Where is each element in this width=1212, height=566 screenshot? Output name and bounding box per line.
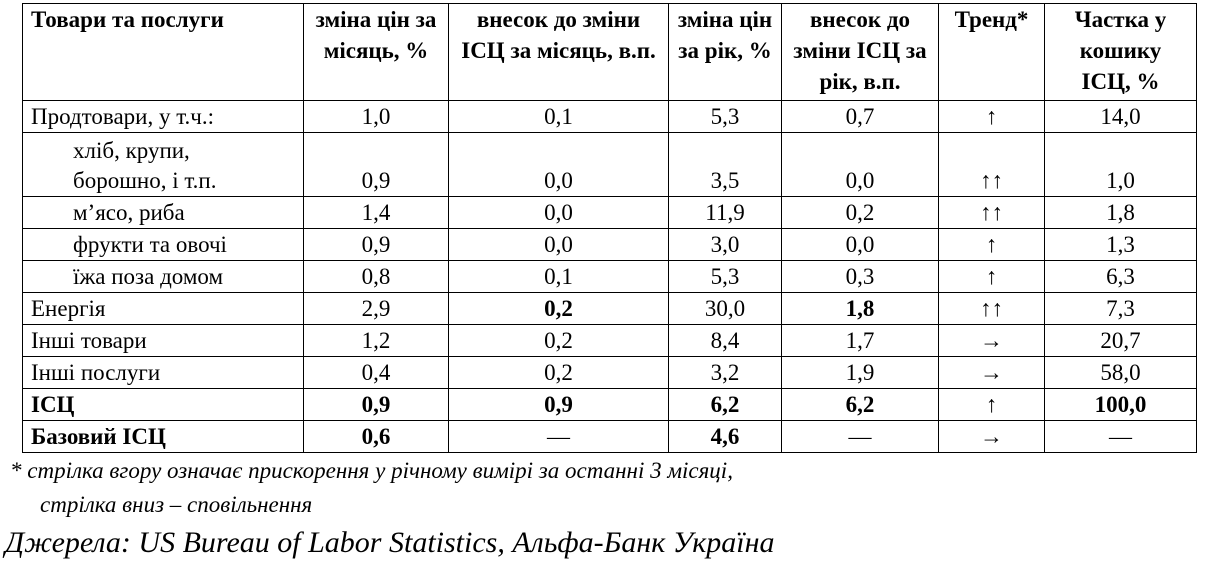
table-cell: 1,0 — [303, 100, 449, 133]
table-cell: 58,0 — [1044, 356, 1197, 389]
table-cell: Інші товари — [22, 324, 304, 357]
header-cell: зміна цін за рік, % — [668, 3, 782, 101]
table-cell: Енергія — [22, 292, 304, 325]
table-cell: ↑↑ — [938, 132, 1045, 197]
table-cell: 0,9 — [303, 388, 449, 421]
table-cell: ↑ — [938, 260, 1045, 293]
table-cell: ІСЦ — [22, 388, 304, 421]
table-cell: 1,9 — [781, 356, 939, 389]
table-cell: 11,9 — [668, 196, 782, 229]
table-cell: 1,0 — [1044, 132, 1197, 197]
table-cell: 0,2 — [448, 324, 669, 357]
table-cell: Інші послуги — [22, 356, 304, 389]
table-cell: 0,6 — [303, 420, 449, 453]
table-cell: 0,0 — [781, 228, 939, 261]
table-cell: Базовий ІСЦ — [22, 420, 304, 453]
table-cell: — — [448, 420, 669, 453]
table-cell: 0,2 — [781, 196, 939, 229]
table-cell: 0,2 — [448, 292, 669, 325]
table-body: Продтовари, у т.ч.: 1,0 0,1 5,3 0,7 ↑ 14,0 хліб… — [22, 100, 1197, 453]
table-cell: 0,9 — [303, 132, 449, 197]
header-cell: зміна цін за місяць, % — [303, 3, 449, 101]
table-cell: 8,4 — [668, 324, 782, 357]
table-cell: ↑↑ — [938, 196, 1045, 229]
table-row: їжа поза домом 0,8 0,1 5,3 0,3 ↑ 6,3 — [22, 260, 1197, 293]
table-cell: 14,0 — [1044, 100, 1197, 133]
table-cell: ↑↑ — [938, 292, 1045, 325]
table-cell: 0,1 — [448, 100, 669, 133]
table-cell: 0,3 — [781, 260, 939, 293]
table-cell: 0,7 — [781, 100, 939, 133]
table-cell: → — [938, 420, 1045, 453]
table-cell: ↑ — [938, 388, 1045, 421]
table-cell: ↑ — [938, 100, 1045, 133]
table-cell: 0,9 — [303, 228, 449, 261]
table-cell: 6,3 — [1044, 260, 1197, 293]
table-row: Інші послуги 0,4 0,2 3,2 1,9 → 58,0 — [22, 356, 1197, 389]
table-cell: 0,1 — [448, 260, 669, 293]
table-row: Продтовари, у т.ч.: 1,0 0,1 5,3 0,7 ↑ 14,0 — [22, 100, 1197, 133]
table-cell: 1,8 — [1044, 196, 1197, 229]
table-row: Базовий ІСЦ 0,6—4,6— → — — [22, 420, 1197, 453]
table-cell: 6,2 — [668, 388, 782, 421]
table-cell: 3,2 — [668, 356, 782, 389]
header-cell: Частка у кошику ІСЦ, % — [1044, 3, 1197, 101]
table-cell: 0,9 — [448, 388, 669, 421]
table-cell: фрукти та овочі — [22, 228, 304, 261]
table-cell: їжа поза домом — [22, 260, 304, 293]
header-cell: Товари та послуги — [22, 3, 304, 101]
header-cell: внесок до зміни ІСЦ за місяць, в.п. — [448, 3, 669, 101]
table-cell: 30,0 — [668, 292, 782, 325]
table-row: Енергія 2,9 0,2 30,0 1,8 ↑↑ 7,3 — [22, 292, 1197, 325]
table-row: Інші товари 1,2 0,2 8,4 1,7 → 20,7 — [22, 324, 1197, 357]
table-cell: — — [781, 420, 939, 453]
table-cell: 1,3 — [1044, 228, 1197, 261]
table-cell: 1,7 — [781, 324, 939, 357]
table-cell: — — [1044, 420, 1197, 453]
table-row: м’ясо, риба 1,4 0,0 11,9 0,2 ↑↑ 1,8 — [22, 196, 1197, 229]
header-row: Товари та послуги зміна цін за місяць, % в… — [22, 3, 1197, 101]
table-cell: 7,3 — [1044, 292, 1197, 325]
table-cell: 0,4 — [303, 356, 449, 389]
table-cell: → — [938, 324, 1045, 357]
footnote: * стрілка вгору означає прискорення у рі… — [10, 458, 733, 483]
table-cell: 3,5 — [668, 132, 782, 197]
table-cell: хліб, крупи, борошно, і т.п. — [22, 132, 304, 197]
table-cell: 0,0 — [781, 132, 939, 197]
table-cell: 3,0 — [668, 228, 782, 261]
table-cell: 100,0 — [1044, 388, 1197, 421]
source: Джерела: US Bureau of Labor Statistics, … — [5, 526, 775, 559]
table-cell: 0,0 — [448, 196, 669, 229]
cpi-table: Товари та послуги зміна цін за місяць, % в… — [22, 3, 1197, 453]
table-row: фрукти та овочі 0,9 0,0 3,0 0,0 ↑ 1,3 — [22, 228, 1197, 261]
table-cell: 4,6 — [668, 420, 782, 453]
table-row: хліб, крупи, борошно, і т.п. 0,9 0,0 3,5 0,0… — [22, 132, 1197, 197]
table-cell: 6,2 — [781, 388, 939, 421]
table-cell: 0,0 — [448, 132, 669, 197]
table-cell: м’ясо, риба — [22, 196, 304, 229]
header-cell: Тренд* — [938, 3, 1045, 101]
table-cell: 1,4 — [303, 196, 449, 229]
table-cell: 5,3 — [668, 100, 782, 133]
table-row: ІСЦ 0,9 0,9 6,2 6,2 ↑ 100,0 — [22, 388, 1197, 421]
table-cell: 0,8 — [303, 260, 449, 293]
table-cell: 0,2 — [448, 356, 669, 389]
table-cell: Продтовари, у т.ч.: — [22, 100, 304, 133]
footnote: стрілка вниз – сповільнення — [40, 492, 313, 517]
header-cell: внесок до зміни ІСЦ за рік, в.п. — [781, 3, 939, 101]
table-cell: 2,9 — [303, 292, 449, 325]
table-cell: 5,3 — [668, 260, 782, 293]
table-cell: ↑ — [938, 228, 1045, 261]
table-cell: 1,2 — [303, 324, 449, 357]
table-cell: → — [938, 356, 1045, 389]
table-cell: 0,0 — [448, 228, 669, 261]
table-cell: 20,7 — [1044, 324, 1197, 357]
table-cell: 1,8 — [781, 292, 939, 325]
